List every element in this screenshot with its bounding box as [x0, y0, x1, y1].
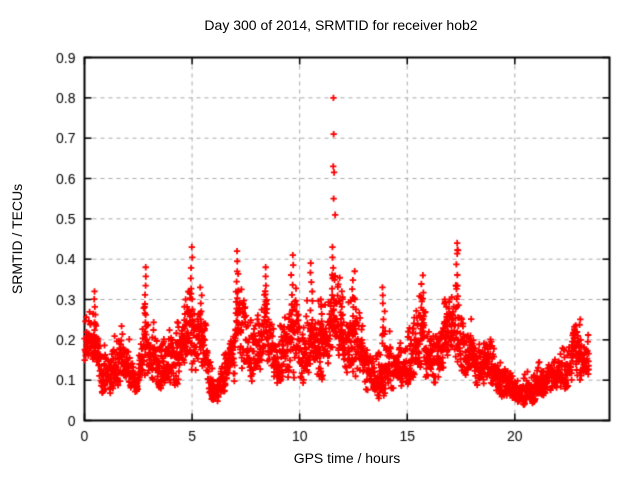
chart-title: Day 300 of 2014, SRMTID for receiver hob…	[204, 17, 478, 33]
x-axis-label: GPS time / hours	[293, 450, 401, 466]
y-axis-label: SRMTID / TECUs	[9, 183, 25, 295]
